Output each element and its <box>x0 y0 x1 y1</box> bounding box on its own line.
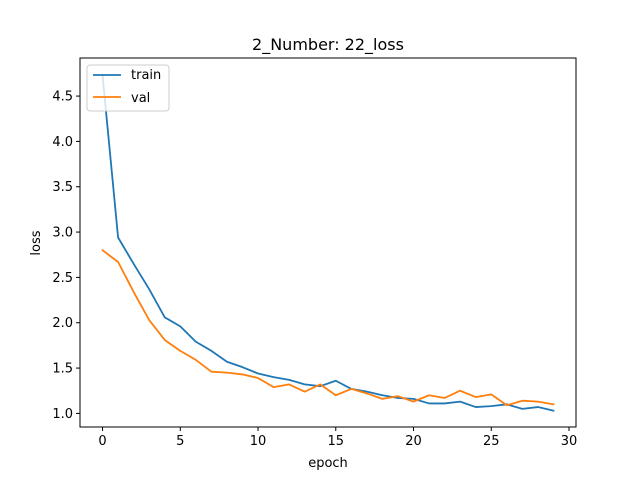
plot-layer <box>101 74 555 412</box>
x-tick-label: 0 <box>98 434 106 449</box>
y-tick-label: 2.0 <box>52 316 73 331</box>
y-tick-label: 4.5 <box>52 90 73 105</box>
legend: train val <box>86 64 170 112</box>
legend-label-val: val <box>131 91 150 106</box>
chart-title: 2_Number: 22_loss <box>252 35 404 55</box>
x-tick-label: 10 <box>250 434 267 449</box>
x-tick-label: 30 <box>561 434 578 449</box>
x-tick-label: 15 <box>328 434 345 449</box>
y-tick-label: 1.5 <box>52 362 73 377</box>
x-tick-label: 5 <box>176 434 184 449</box>
y-tick-label: 2.5 <box>52 271 73 286</box>
x-axis-label: epoch <box>308 456 348 471</box>
y-tick-label: 1.0 <box>52 407 73 422</box>
x-axis-ticks: 0 5 10 15 20 25 30 <box>98 427 577 449</box>
series-line-val <box>101 248 555 407</box>
y-tick-label: 3.0 <box>52 226 73 241</box>
x-tick-label: 25 <box>483 434 500 449</box>
legend-label-train: train <box>131 68 161 83</box>
y-axis-ticks: 1.0 1.5 2.0 2.5 3.0 3.5 4.0 4.5 <box>52 90 80 422</box>
x-tick-label: 20 <box>405 434 422 449</box>
series-line-train <box>101 74 555 412</box>
plot-frame <box>79 57 577 428</box>
y-tick-label: 4.0 <box>52 135 73 150</box>
legend-box <box>86 64 170 112</box>
y-axis-label: loss <box>29 230 44 255</box>
y-tick-label: 3.5 <box>52 180 73 195</box>
